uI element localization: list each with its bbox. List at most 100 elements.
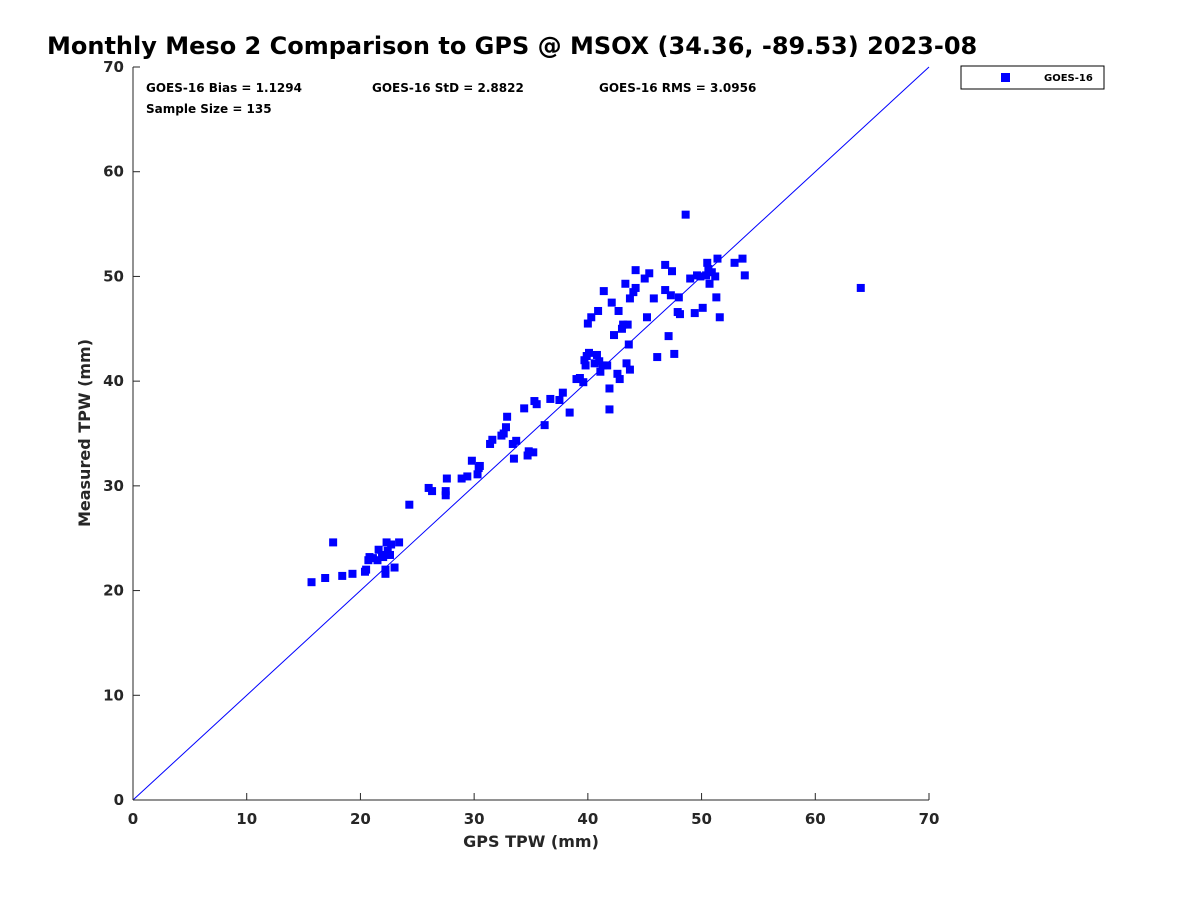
data-point [642, 313, 651, 322]
data-point [381, 565, 390, 574]
data-point [362, 565, 371, 574]
y-tick-label: 30 [103, 477, 124, 495]
data-point [666, 291, 675, 300]
data-point [442, 474, 451, 483]
data-point [532, 400, 541, 409]
data-point [713, 254, 722, 263]
data-point [653, 353, 662, 362]
data-point [512, 436, 521, 445]
x-tick-label: 20 [350, 810, 371, 828]
x-tick-label: 30 [464, 810, 485, 828]
x-axis-label: GPS TPW (mm) [463, 832, 599, 851]
data-point [623, 320, 632, 329]
data-point [629, 288, 638, 297]
data-point [509, 454, 518, 463]
data-point [381, 569, 390, 578]
data-point [382, 538, 391, 547]
data-point [711, 272, 720, 281]
data-point [463, 472, 472, 481]
data-point [596, 367, 605, 376]
legend-box [960, 65, 1105, 90]
data-point [670, 349, 679, 358]
std-stat: GOES-16 StD = 2.8822 [372, 81, 524, 95]
data-point [579, 378, 588, 387]
data-point [486, 439, 495, 448]
data-point [558, 388, 567, 397]
data-point [546, 394, 555, 403]
data-point [605, 405, 614, 414]
data-point [712, 293, 721, 302]
data-point [592, 350, 601, 359]
data-point [441, 491, 450, 500]
data-point [621, 279, 630, 288]
data-point [385, 550, 394, 559]
data-point [457, 474, 466, 483]
data-points [307, 210, 865, 587]
reference-line [132, 66, 930, 801]
data-point [555, 395, 564, 404]
data-point [523, 451, 532, 460]
data-point [702, 271, 711, 280]
data-point [441, 487, 450, 496]
data-point [649, 294, 658, 303]
data-point [615, 375, 624, 384]
legend: GOES-16 [960, 65, 1105, 90]
data-point [607, 298, 616, 307]
data-point [584, 348, 593, 357]
data-point [625, 365, 634, 374]
data-point [681, 210, 690, 219]
rms-stat: GOES-16 RMS = 3.0956 [599, 81, 756, 95]
data-point [622, 359, 631, 368]
data-point [707, 268, 716, 277]
data-point [690, 309, 699, 318]
data-point [473, 470, 482, 479]
data-point [631, 266, 640, 275]
data-point [640, 274, 649, 283]
data-point [705, 279, 714, 288]
data-point [580, 356, 589, 365]
sample-size-stat: Sample Size = 135 [146, 102, 272, 116]
data-point [540, 421, 549, 430]
x-tick-label: 60 [805, 810, 826, 828]
data-point [614, 306, 623, 315]
data-point [613, 369, 622, 378]
data-point [674, 293, 683, 302]
data-point [565, 408, 574, 417]
data-point [383, 546, 392, 555]
data-point [856, 283, 865, 292]
data-point [499, 429, 508, 438]
data-point [503, 412, 512, 421]
data-point [645, 269, 654, 278]
y-tick-label: 60 [103, 163, 124, 181]
data-point [624, 340, 633, 349]
data-point [598, 361, 607, 370]
data-point [595, 357, 604, 366]
data-point [661, 286, 670, 295]
chart-title: Monthly Meso 2 Comparison to GPS @ MSOX … [47, 32, 977, 60]
data-point [617, 324, 626, 333]
data-point [501, 423, 510, 432]
data-point [338, 571, 347, 580]
data-point [619, 320, 628, 329]
data-point [605, 384, 614, 393]
y-tick-label: 50 [103, 267, 124, 285]
data-point [594, 306, 603, 315]
x-tick-label: 40 [577, 810, 598, 828]
data-point [715, 313, 724, 322]
legend-label: GOES-16 [1044, 73, 1093, 84]
data-point [475, 461, 484, 470]
data-point [524, 447, 533, 456]
data-point [698, 303, 707, 312]
data-point [428, 487, 437, 496]
y-tick-label: 0 [114, 791, 124, 809]
data-point [467, 456, 476, 465]
data-point [379, 553, 388, 562]
data-point [610, 331, 619, 340]
y-tick-label: 70 [103, 58, 124, 76]
data-point [529, 448, 538, 457]
data-point [374, 545, 383, 554]
x-tick-label: 70 [919, 810, 940, 828]
data-point [668, 267, 677, 276]
